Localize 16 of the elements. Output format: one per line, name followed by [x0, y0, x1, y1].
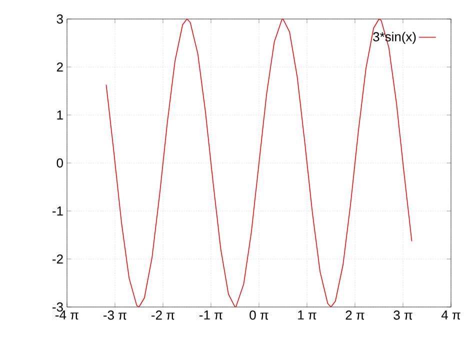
y-tick-label: 1 — [57, 110, 63, 120]
y-tick-label: -1 — [52, 206, 63, 216]
x-tick-label: -3 π — [104, 310, 126, 320]
x-tick-label: 2 π — [346, 310, 364, 320]
x-tick-label: 1 π — [298, 310, 316, 320]
x-tick-label: -1 π — [200, 310, 222, 320]
y-tick-label: -2 — [52, 254, 63, 264]
y-tick-label: -3 — [52, 302, 63, 312]
y-tick-label: 0 — [56, 158, 63, 168]
x-tick-label: 3 π — [394, 310, 412, 320]
x-tick-label: 4 π — [441, 310, 460, 320]
y-tick-label: 2 — [56, 62, 63, 72]
x-tick-label: -2 π — [152, 310, 174, 320]
y-tick-label: 3 — [56, 14, 63, 24]
x-tick-label: 0 π — [250, 310, 268, 320]
x-tick-label: -4 π — [56, 310, 78, 320]
